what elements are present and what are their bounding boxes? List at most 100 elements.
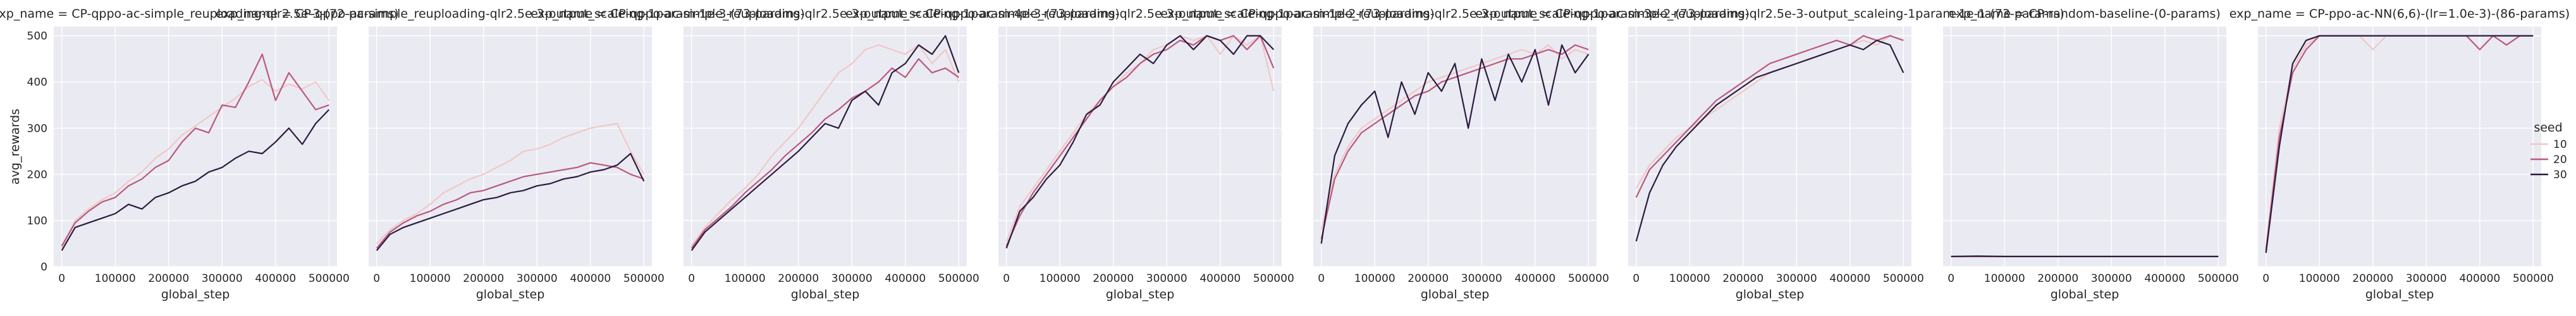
x-tick-label: 400000 [2459, 272, 2500, 285]
legend-label: 20 [2553, 154, 2567, 166]
x-tick-label: 100000 [1984, 272, 2025, 285]
panel-background [1628, 27, 1911, 267]
series-line-20 [1005, 35, 1275, 246]
x-tick-label: 0 [1633, 272, 1640, 285]
panel-background [1313, 27, 1597, 267]
x-tick-label: 100000 [1040, 272, 1081, 285]
x-tick-label: 100000 [725, 272, 766, 285]
x-tick-label: 300000 [2091, 272, 2132, 285]
series-line-30 [1005, 35, 1275, 249]
series-line-10 [690, 44, 960, 246]
x-tick-label: 200000 [2352, 272, 2393, 285]
x-tick-label: 0 [688, 272, 695, 285]
series-line-30 [690, 35, 960, 252]
y-tick-label: 400 [27, 76, 47, 89]
panel-title: exp_name = CP-qppo-ac-simple_reuploading… [1475, 7, 2064, 21]
x-tick-label: 400000 [1199, 272, 1241, 285]
x-tick-label: 100000 [95, 272, 136, 285]
x-tick-label: 0 [373, 272, 380, 285]
panel-title: exp_name = CP-qppo-ac-simple_reuploading… [216, 7, 805, 21]
series-line-30 [61, 109, 330, 251]
x-tick-label: 200000 [1722, 272, 1763, 285]
x-tick-label: 300000 [1461, 272, 1502, 285]
x-tick-label: 300000 [202, 272, 243, 285]
series-line-20 [1320, 44, 1589, 240]
x-tick-label: 200000 [148, 272, 189, 285]
series-line-30 [376, 152, 645, 252]
x-axis-label: global_step [161, 288, 230, 301]
panel-title: exp_name = CP-qppo-ac-simple_reuploading… [531, 7, 1120, 21]
series-line-20 [376, 162, 644, 249]
x-tick-label: 400000 [1514, 272, 1555, 285]
series-line-30 [2265, 35, 2534, 253]
series-line-20 [690, 58, 959, 249]
y-tick-label: 200 [27, 169, 47, 181]
x-tick-label: 0 [1318, 272, 1325, 285]
x-tick-label: 100000 [1354, 272, 1395, 285]
x-tick-label: 300000 [1146, 272, 1187, 285]
x-tick-label: 200000 [778, 272, 819, 285]
panel-title: exp_name = CP-qppo-ac-simple_reuploading… [1160, 7, 1750, 21]
y-axis-label: avg_rewards [8, 109, 22, 185]
panel-background [1943, 27, 2226, 267]
x-tick-label: 400000 [255, 272, 296, 285]
x-tick-label: 500000 [309, 272, 350, 285]
x-tick-label: 300000 [1776, 272, 1817, 285]
panel-background [998, 27, 1282, 267]
legend-label: 10 [2553, 138, 2567, 151]
x-tick-label: 200000 [1093, 272, 1134, 285]
x-tick-label: 100000 [1669, 272, 1710, 285]
x-tick-label: 400000 [1829, 272, 1870, 285]
x-tick-label: 100000 [2299, 272, 2340, 285]
x-tick-label: 0 [58, 272, 65, 285]
series-line-30 [1635, 39, 1904, 242]
x-tick-label: 300000 [2406, 272, 2447, 285]
series-line-10 [1320, 44, 1589, 230]
x-tick-label: 200000 [1408, 272, 1449, 285]
x-tick-label: 400000 [2144, 272, 2185, 285]
series-line-30 [1320, 44, 1590, 244]
series-line-20 [1635, 35, 1904, 198]
x-tick-label: 300000 [517, 272, 558, 285]
x-axis-label: global_step [476, 288, 545, 301]
panel-background [684, 27, 967, 267]
panel-background [369, 27, 652, 267]
series-line-10 [376, 123, 645, 245]
y-tick-label: 0 [40, 261, 47, 274]
x-tick-label: 500000 [1883, 272, 1924, 285]
panel-title: exp_name = CP-ppo-ac-NN(6,6)-(lr=1.0e-3)… [2229, 7, 2570, 21]
y-tick-label: 300 [27, 123, 47, 135]
panel-title: exp_name = CP-qppo-ac-simple_reuploading… [845, 7, 1435, 21]
panel-title: exp_name = CP-qppo-ac-simple_reuploading… [0, 7, 399, 21]
x-tick-label: 0 [2262, 272, 2269, 285]
y-tick-label: 100 [27, 215, 47, 228]
series-line-20 [61, 53, 329, 246]
x-axis-label: global_step [1106, 288, 1175, 301]
y-tick-label: 500 [27, 30, 47, 43]
panel-background [54, 27, 337, 267]
x-tick-label: 100000 [410, 272, 451, 285]
x-axis-label: global_step [1421, 288, 1490, 301]
x-tick-label: 500000 [938, 272, 979, 285]
x-tick-label: 500000 [1568, 272, 1609, 285]
x-tick-label: 200000 [463, 272, 504, 285]
panel-title: exp_name = CP-random-baseline-(0-params) [1949, 7, 2221, 21]
x-axis-label: global_step [2051, 288, 2119, 301]
x-tick-label: 500000 [2513, 272, 2554, 285]
panel-background [2258, 27, 2541, 267]
x-axis-label: global_step [791, 288, 860, 301]
x-tick-label: 300000 [831, 272, 873, 285]
series-line-10 [61, 78, 330, 249]
x-tick-label: 500000 [1253, 272, 1294, 285]
x-tick-label: 400000 [570, 272, 611, 285]
series-line-30 [1951, 255, 2219, 257]
x-tick-label: 200000 [2037, 272, 2078, 285]
x-tick-label: 0 [1003, 272, 1010, 285]
legend-title: seed [2534, 121, 2562, 135]
x-axis-label: global_step [2365, 288, 2434, 301]
x-axis-label: global_step [1736, 288, 1805, 301]
legend-label: 30 [2553, 169, 2567, 181]
x-tick-label: 500000 [623, 272, 665, 285]
x-tick-label: 400000 [885, 272, 926, 285]
